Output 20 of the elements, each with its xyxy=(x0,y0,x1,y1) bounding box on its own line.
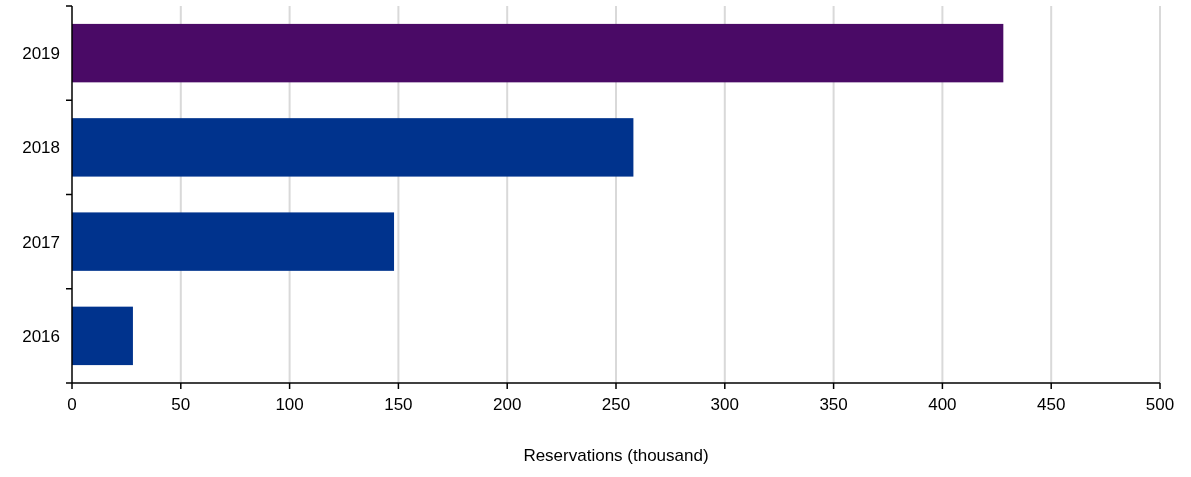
y-tick-label: 2017 xyxy=(22,232,60,252)
x-tick-label: 250 xyxy=(601,395,631,414)
x-tick-label: 500 xyxy=(1145,395,1175,414)
x-tick-label: 0 xyxy=(67,395,77,414)
x-tick-label: 350 xyxy=(819,395,848,414)
x-tick-label: 200 xyxy=(493,395,522,414)
y-tick-label: 2019 xyxy=(22,44,60,64)
x-tick-label: 100 xyxy=(275,395,304,414)
bar xyxy=(72,306,133,366)
y-tick-label: 2016 xyxy=(22,326,60,346)
x-tick-label: 50 xyxy=(171,395,191,414)
bar xyxy=(72,23,1004,83)
x-tick-label: 150 xyxy=(384,395,413,414)
y-tick-label: 2018 xyxy=(22,138,60,158)
bar xyxy=(72,212,395,271)
bar xyxy=(72,118,634,177)
x-tick-label: 300 xyxy=(710,395,739,414)
x-tick-label: 400 xyxy=(928,395,957,414)
x-tick-label: 450 xyxy=(1037,395,1066,414)
x-axis-title: Reservations (thousand) xyxy=(523,446,709,465)
